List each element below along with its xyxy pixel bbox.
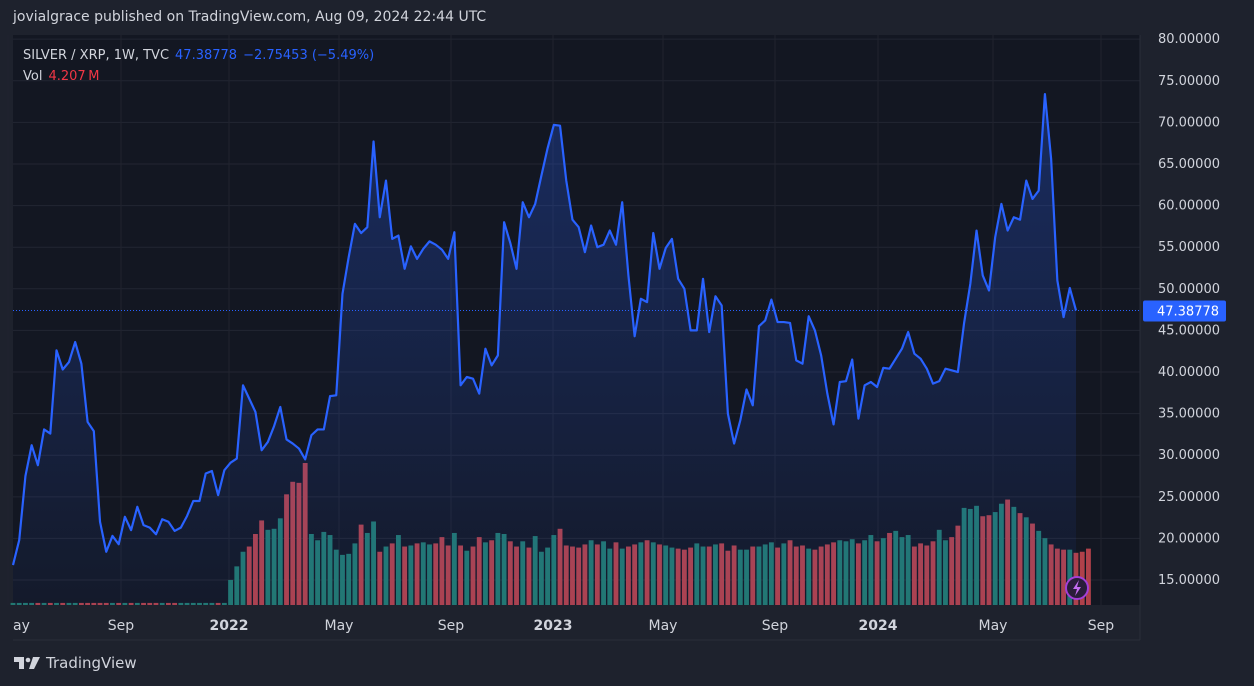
y-tick-label: 25.00000 bbox=[1158, 490, 1220, 505]
legend: SILVER / XRP, 1W, TVC 47.38778 −2.75453 (−… bbox=[23, 45, 374, 87]
y-tick-label: 75.00000 bbox=[1158, 74, 1220, 89]
y-tick-label: 65.00000 bbox=[1158, 157, 1220, 172]
x-tick-label: Sep bbox=[762, 618, 789, 634]
x-tick-label: May bbox=[979, 618, 1008, 634]
price-area bbox=[13, 94, 1076, 605]
x-tick-label: May bbox=[325, 618, 354, 634]
x-tick-label: May bbox=[649, 618, 678, 634]
footer-brand[interactable]: TradingView bbox=[14, 654, 137, 672]
y-axis: 15.00000 20.00000 25.00000 30.00000 35.00000… bbox=[1158, 32, 1220, 588]
last-price-tag-text: 47.38778 bbox=[1157, 305, 1219, 320]
y-tick-label: 35.00000 bbox=[1158, 407, 1220, 422]
legend-row-main: SILVER / XRP, 1W, TVC 47.38778 −2.75453 (−… bbox=[23, 45, 374, 66]
legend-row-volume: Vol 4.207 M bbox=[23, 66, 374, 87]
legend-vol-label[interactable]: Vol bbox=[23, 69, 43, 84]
volume-bar bbox=[1086, 548, 1091, 605]
y-tick-label: 45.00000 bbox=[1158, 323, 1220, 338]
x-tick-label: 2022 bbox=[210, 618, 249, 634]
price-line bbox=[11, 92, 1078, 566]
x-tick-label: 2024 bbox=[859, 618, 898, 634]
flash-icon[interactable] bbox=[1065, 576, 1089, 600]
last-price-tag-bg bbox=[1143, 300, 1226, 322]
x-tick-label: ay bbox=[13, 618, 30, 634]
y-tick-label: 30.00000 bbox=[1158, 448, 1220, 463]
y-tick-label: 50.00000 bbox=[1158, 282, 1220, 297]
y-tick-label: 20.00000 bbox=[1158, 531, 1220, 546]
y-tick-label: 15.00000 bbox=[1158, 573, 1220, 588]
y-tick-label: 80.00000 bbox=[1158, 32, 1220, 47]
legend-symbol[interactable]: SILVER / XRP, 1W, TVC bbox=[23, 48, 170, 63]
y-tick-label: 55.00000 bbox=[1158, 240, 1220, 255]
publish-header: jovialgrace published on TradingView.com… bbox=[13, 9, 487, 25]
x-tick-label: Sep bbox=[1088, 618, 1115, 634]
x-tick-label: Sep bbox=[108, 618, 135, 634]
y-tick-label: 60.00000 bbox=[1158, 199, 1220, 214]
x-tick-label: Sep bbox=[438, 618, 465, 634]
tradingview-logo-icon bbox=[14, 657, 40, 669]
legend-last-value: 47.38778 bbox=[175, 48, 238, 63]
legend-change: −2.75453 (−5.49%) bbox=[243, 48, 375, 63]
last-price-tag: 47.38778 bbox=[1143, 300, 1226, 322]
legend-vol-value: 4.207 M bbox=[48, 69, 100, 84]
x-tick-label: 2023 bbox=[534, 618, 573, 634]
footer-brand-text: TradingView bbox=[46, 654, 137, 672]
y-tick-label: 40.00000 bbox=[1158, 365, 1220, 380]
y-tick-label: 70.00000 bbox=[1158, 115, 1220, 130]
x-axis: ay Sep 2022 May Sep 2023 May Sep 2024 May Sep bbox=[13, 618, 1114, 634]
